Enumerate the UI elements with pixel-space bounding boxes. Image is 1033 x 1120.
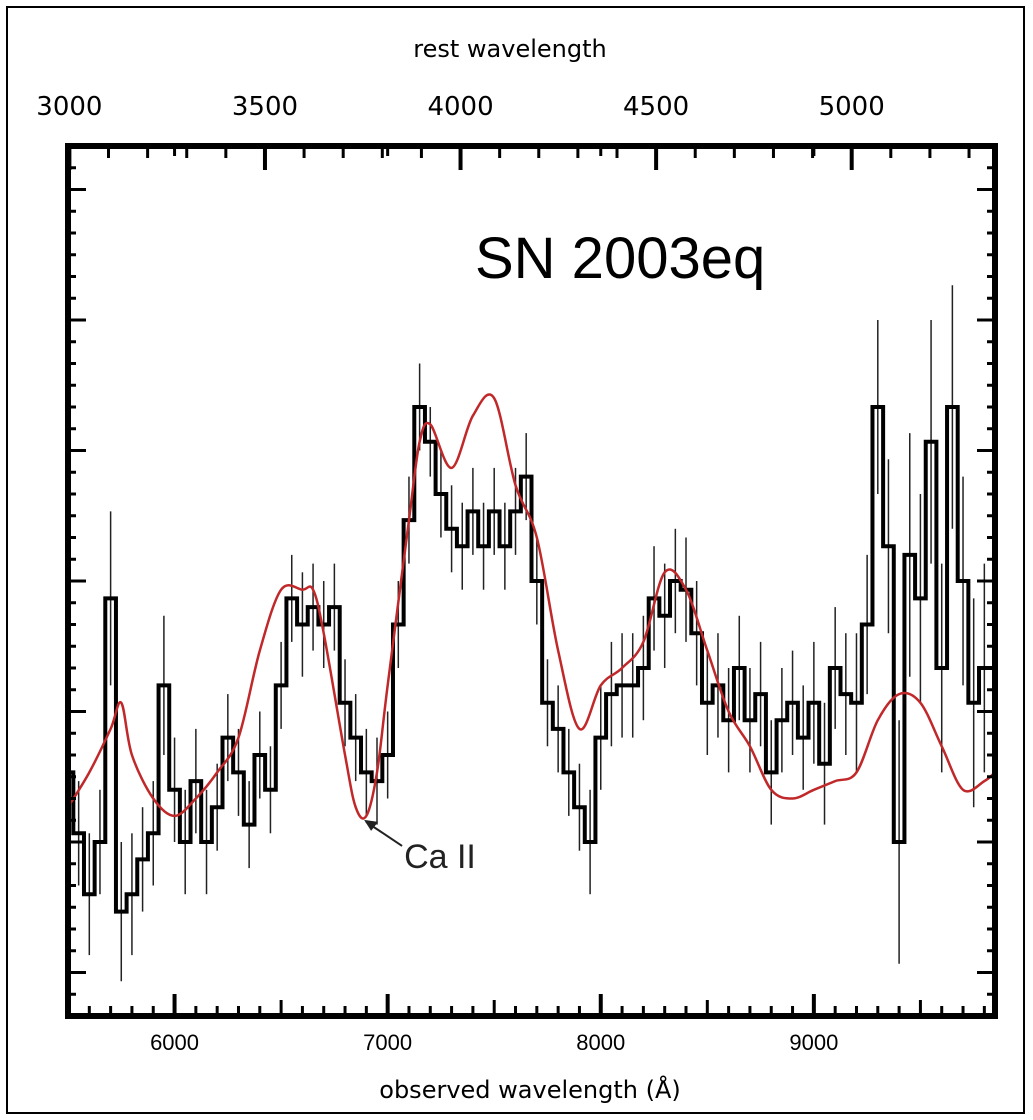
- annotation-arrowhead: [364, 819, 379, 831]
- model-line: [68, 393, 995, 820]
- top-tick-label: 4500: [623, 92, 689, 122]
- data-step-line: [68, 405, 995, 914]
- annotation-label: Ca II: [404, 838, 476, 876]
- bottom-tick-label: 6000: [150, 1030, 199, 1055]
- top-tick-label: 3500: [232, 92, 298, 122]
- plot-area: [68, 285, 995, 982]
- top-tick-label: 5000: [819, 92, 885, 122]
- chart-title: SN 2003eq: [475, 226, 765, 291]
- top-axis-title: rest wavelength: [413, 35, 606, 63]
- top-tick-label: 4000: [427, 92, 493, 122]
- chart-border: [6, 6, 1025, 1114]
- top-tick-label: 3000: [36, 92, 102, 122]
- bottom-tick-label: 7000: [363, 1030, 412, 1055]
- bottom-tick-label: 9000: [789, 1030, 838, 1055]
- bottom-tick-label: 8000: [576, 1030, 625, 1055]
- bottom-axis-title: observed wavelength (Å): [379, 1075, 680, 1104]
